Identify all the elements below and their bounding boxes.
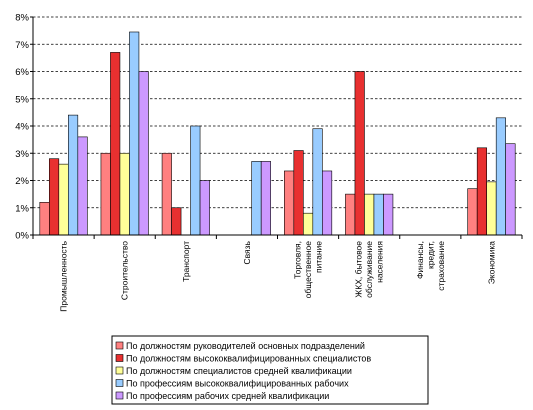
x-tick-label: Связь xyxy=(242,240,252,264)
bar xyxy=(39,202,50,236)
legend-box xyxy=(111,335,429,405)
legend-swatch xyxy=(115,366,124,375)
bar xyxy=(100,152,111,236)
legend-label: По профессиям рабочих средней квалификац… xyxy=(126,391,329,401)
bar xyxy=(119,152,130,236)
bar xyxy=(161,152,172,236)
bars xyxy=(39,31,516,236)
y-tick-label: 3% xyxy=(15,149,29,160)
legend: По должностям руководителей основных под… xyxy=(111,335,429,405)
x-tick-labels: Промышленность Строительство Транспорт Связ… xyxy=(59,240,497,311)
bar xyxy=(77,136,88,236)
legend-swatch xyxy=(115,391,124,400)
bar xyxy=(495,117,506,236)
y-tick-label: 5% xyxy=(15,94,29,105)
bar xyxy=(138,71,149,236)
bar xyxy=(129,31,140,236)
x-tick-label: Строительство xyxy=(120,241,130,300)
bar xyxy=(58,163,69,236)
bar xyxy=(68,114,79,236)
bar xyxy=(284,170,295,236)
bar xyxy=(110,52,121,236)
x-tick-label: Промышленность xyxy=(59,240,69,311)
bar xyxy=(171,207,182,236)
bar xyxy=(383,193,394,236)
bar xyxy=(190,125,201,236)
bar xyxy=(322,170,333,236)
y-tick-label: 8% xyxy=(15,13,29,24)
x-tick-label: Транспорт xyxy=(181,241,191,282)
x-tick-label: Экономика xyxy=(486,241,496,285)
bar xyxy=(49,158,60,236)
bar xyxy=(467,188,478,236)
y-tick-label: 7% xyxy=(15,40,29,51)
legend-swatch xyxy=(115,354,124,362)
legend-swatch xyxy=(115,379,124,387)
bar xyxy=(199,180,210,236)
bar xyxy=(354,71,365,236)
bar xyxy=(260,161,271,236)
y-tick-label: 1% xyxy=(15,203,29,214)
y-tick-label: 4% xyxy=(15,122,29,133)
y-tick-labels: 0% 1% 2% 3% 4% 5% 6% 7% 8% xyxy=(15,13,29,242)
bar xyxy=(345,193,356,236)
bar xyxy=(303,212,314,236)
bar xyxy=(293,150,304,236)
bar xyxy=(486,181,497,236)
x-tick-label: Торговля,общественноепитание xyxy=(293,241,324,299)
bar xyxy=(364,193,375,236)
y-tick-label: 0% xyxy=(15,231,29,242)
bar xyxy=(312,128,323,236)
bar xyxy=(251,161,262,236)
x-tick-label: Финансы,кредит,страхование xyxy=(415,241,446,291)
bar xyxy=(476,147,487,236)
y-tick-label: 6% xyxy=(15,67,29,78)
bar xyxy=(505,143,516,236)
legend-swatch xyxy=(115,341,124,350)
legend-label: По должностям руководителей основных под… xyxy=(126,341,365,351)
x-tick-label: ЖКХ, бытовоеобслуживаниенаселения xyxy=(354,241,385,298)
legend-label: По профессиям высококвалифицированных ра… xyxy=(126,379,349,389)
y-tick-label: 2% xyxy=(15,176,29,187)
legend-label: По должностям специалистов средней квали… xyxy=(126,366,352,376)
legend-label: По должностям высококвалифицированных сп… xyxy=(126,354,371,364)
axes xyxy=(30,16,523,239)
bar xyxy=(373,193,384,236)
